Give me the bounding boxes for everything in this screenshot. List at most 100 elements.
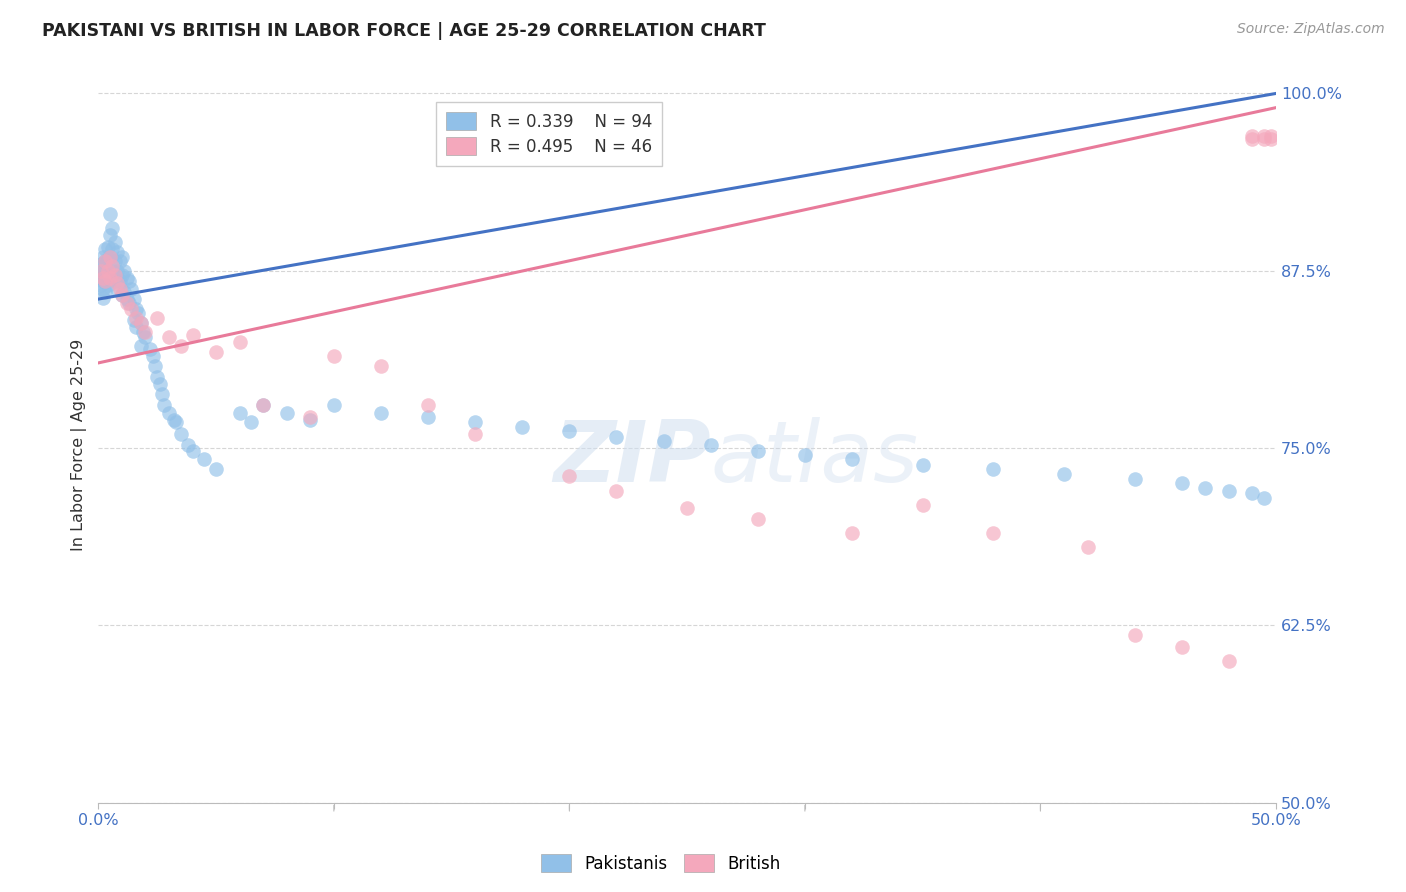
Point [91, 260, 114, 274]
Text: Source: ZipAtlas.com: Source: ZipAtlas.com [1237, 22, 1385, 37]
Point [104, 274, 127, 288]
Point [652, 434, 675, 448]
Point [118, 296, 141, 310]
Point [299, 409, 322, 424]
Point [129, 316, 152, 330]
Point [1241, 128, 1264, 143]
Point [91, 270, 114, 285]
Point [177, 438, 200, 452]
Point [981, 462, 1004, 476]
Point [132, 325, 155, 339]
Point [676, 500, 699, 515]
Point [1123, 628, 1146, 642]
Point [105, 245, 128, 260]
Point [981, 526, 1004, 541]
Point [129, 316, 152, 330]
Point [90, 277, 112, 292]
Point [370, 405, 392, 419]
Point [98, 250, 121, 264]
Point [91, 291, 114, 305]
Point [141, 349, 163, 363]
Point [108, 282, 131, 296]
Point [146, 310, 169, 325]
Point [252, 399, 274, 413]
Point [101, 243, 124, 257]
Point [94, 274, 117, 288]
Point [98, 270, 121, 285]
Point [108, 253, 131, 268]
Point [1218, 483, 1240, 498]
Point [747, 443, 769, 458]
Point [150, 387, 173, 401]
Point [134, 325, 156, 339]
Point [1218, 654, 1240, 668]
Point [1170, 476, 1192, 491]
Point [112, 263, 135, 277]
Point [101, 263, 124, 277]
Point [322, 349, 344, 363]
Point [841, 526, 863, 541]
Point [157, 330, 180, 344]
Point [111, 250, 134, 264]
Point [125, 301, 148, 316]
Point [1253, 128, 1275, 143]
Point [134, 330, 156, 344]
Point [1053, 467, 1076, 481]
Point [699, 438, 721, 452]
Point [101, 260, 124, 274]
Point [104, 235, 127, 250]
Point [149, 377, 172, 392]
Point [1253, 491, 1275, 505]
Point [94, 274, 117, 288]
Point [91, 250, 114, 264]
Point [97, 239, 120, 253]
Point [98, 250, 121, 264]
Point [94, 253, 117, 268]
Point [146, 370, 169, 384]
Point [165, 416, 187, 430]
Point [1076, 541, 1098, 555]
Point [558, 469, 581, 483]
Point [97, 277, 120, 292]
Point [97, 263, 120, 277]
Point [153, 399, 176, 413]
Point [228, 334, 250, 349]
Point [104, 268, 127, 282]
Text: atlas: atlas [710, 417, 918, 500]
Point [240, 416, 263, 430]
Point [115, 296, 138, 310]
Point [170, 339, 193, 353]
Point [163, 412, 186, 426]
Point [252, 399, 274, 413]
Point [105, 282, 128, 296]
Point [1260, 132, 1282, 146]
Point [94, 263, 117, 277]
Point [98, 207, 121, 221]
Point [170, 426, 193, 441]
Point [120, 301, 142, 316]
Point [416, 399, 439, 413]
Point [94, 253, 117, 268]
Point [1123, 472, 1146, 486]
Point [112, 285, 135, 299]
Point [157, 405, 180, 419]
Point [605, 483, 627, 498]
Point [97, 252, 120, 267]
Y-axis label: In Labor Force | Age 25-29: In Labor Force | Age 25-29 [72, 338, 87, 550]
Text: PAKISTANI VS BRITISH IN LABOR FORCE | AGE 25-29 CORRELATION CHART: PAKISTANI VS BRITISH IN LABOR FORCE | AG… [42, 22, 766, 40]
Point [205, 462, 228, 476]
Point [464, 426, 486, 441]
Point [104, 253, 127, 268]
Point [91, 267, 114, 281]
Point [228, 405, 250, 419]
Text: ZIP: ZIP [553, 417, 710, 500]
Point [276, 405, 298, 419]
Point [143, 359, 166, 373]
Point [122, 313, 145, 327]
Point [193, 452, 215, 467]
Point [118, 274, 141, 288]
Point [125, 320, 148, 334]
Point [122, 292, 145, 306]
Point [90, 270, 112, 285]
Point [605, 430, 627, 444]
